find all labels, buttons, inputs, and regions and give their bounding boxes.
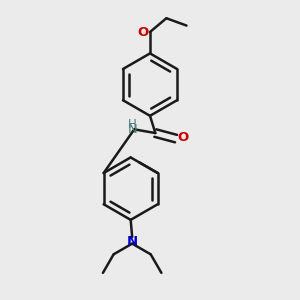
Text: O: O	[177, 131, 188, 144]
Text: N: N	[127, 122, 137, 136]
Text: N: N	[127, 235, 138, 248]
Text: O: O	[137, 26, 148, 38]
Text: H: H	[128, 118, 136, 131]
